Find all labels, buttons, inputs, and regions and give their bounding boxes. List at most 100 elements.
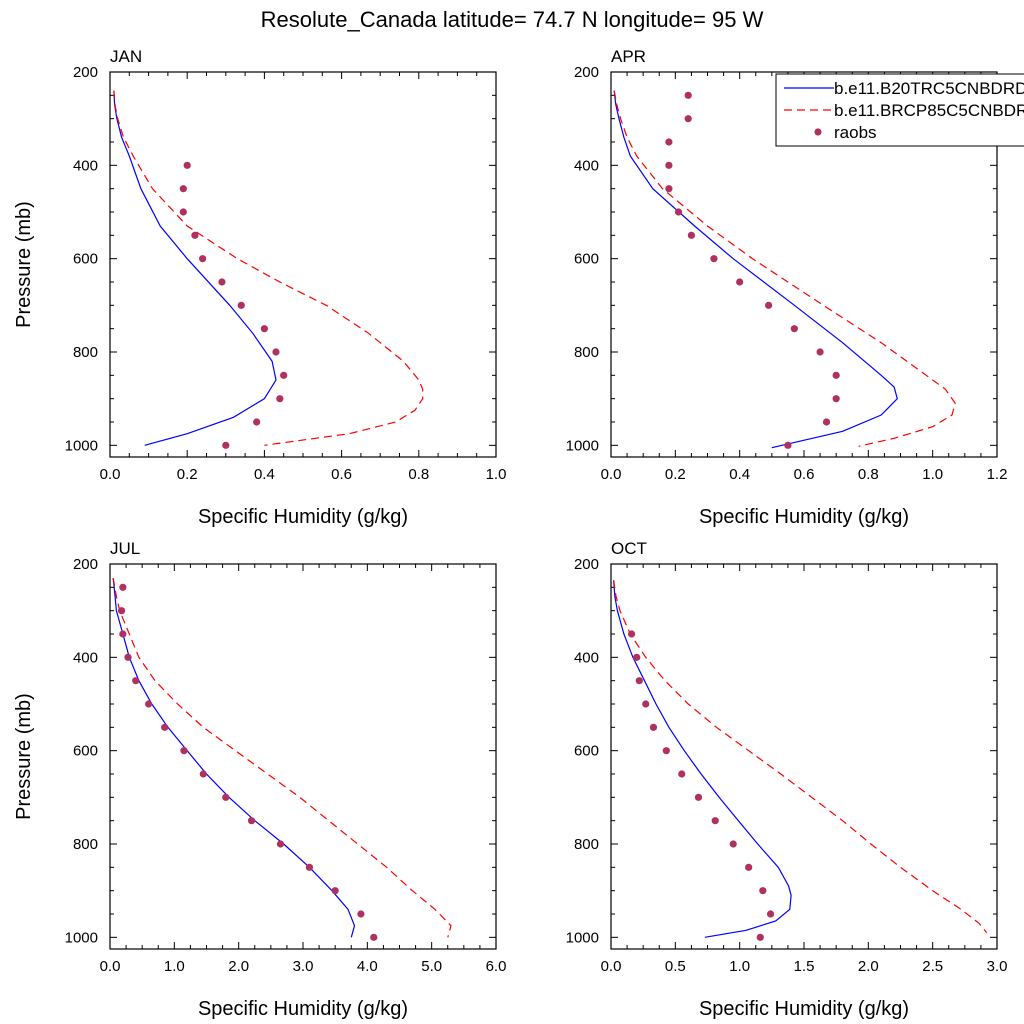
raobs-point (272, 348, 280, 356)
raobs-point (665, 138, 673, 146)
raobs-point (665, 185, 673, 193)
raobs-point (687, 231, 696, 239)
plot-frame (109, 563, 497, 950)
raobs-point (370, 933, 378, 941)
y-tick-label: 1000 (566, 437, 599, 454)
x-tick-label: 0.8 (858, 466, 879, 483)
y-tick-label: 200 (73, 556, 98, 573)
raobs-point (674, 208, 683, 216)
raobs-point (183, 161, 191, 169)
x-tick-label: 0.6 (331, 466, 352, 483)
panel-jul: JUL 0.0 1.0 2.0 3.0 4.0 5.0 6.0 200 400 600 800 1000… (13, 539, 506, 1020)
y-tick-label: 200 (73, 64, 98, 81)
y-tick-label: 600 (574, 743, 599, 760)
x-tick-label: 0.0 (601, 958, 622, 975)
x-tick-label: 0.2 (177, 466, 198, 483)
raobs-point (161, 723, 169, 731)
raobs-point (816, 348, 824, 356)
raobs-point (756, 933, 764, 941)
plot-frame (610, 563, 998, 950)
panel-title: APR (611, 47, 646, 66)
x-tick-label: 5.0 (421, 958, 442, 975)
raobs-point (649, 723, 658, 731)
raobs-point (633, 653, 641, 661)
raobs-point (124, 653, 132, 661)
x-tick-label: 1.5 (794, 958, 815, 975)
raobs-point (145, 700, 153, 708)
figure-title: Resolute_Canada latitude= 74.7 N longitu… (261, 7, 764, 32)
x-tick-label: 0.2 (665, 466, 686, 483)
raobs-point (635, 677, 643, 685)
y-tick-label: 800 (574, 344, 599, 361)
series-group (112, 577, 452, 941)
x-tick-label: 6.0 (486, 958, 507, 975)
x-tick-label: 0.5 (665, 958, 686, 975)
series-line-b20trc (613, 580, 792, 938)
y-tick-label: 1000 (65, 929, 98, 946)
raobs-point (784, 441, 792, 449)
series-line-brcp85 (112, 577, 452, 938)
raobs-point (218, 278, 226, 286)
x-axis-label: Specific Humidity (g/kg) (699, 506, 909, 528)
raobs-point (711, 817, 719, 825)
raobs-point (662, 747, 670, 755)
panel-oct: OCT 0.0 0.5 1.0 1.5 2.0 2.5 3.0 200 400 600 800 1000… (566, 539, 1008, 1020)
raobs-point (191, 231, 199, 239)
raobs-point (710, 255, 718, 263)
series-line-brcp85 (113, 90, 424, 446)
x-tick-label: 0.0 (100, 958, 121, 975)
raobs-point (832, 371, 840, 379)
x-tick-label: 0.0 (601, 466, 622, 483)
x-tick-label: 0.0 (100, 466, 121, 483)
y-tick-label: 400 (574, 157, 599, 174)
y-tick-label: 800 (574, 836, 599, 853)
raobs-point (199, 255, 207, 263)
y-tick-label: 200 (574, 64, 599, 81)
x-axis-label: Specific Humidity (g/kg) (699, 998, 909, 1020)
legend-label: b.e11.BRCP85C5CNBDRD (834, 101, 1024, 120)
legend-label: b.e11.B20TRC5CNBDRD (834, 79, 1024, 98)
legend: b.e11.B20TRC5CNBDRD b.e11.BRCP85C5CNBDRD r… (775, 73, 1024, 147)
panel-title: OCT (611, 539, 647, 558)
y-axis-label: Pressure (mb) (13, 693, 35, 820)
x-tick-label: 1.0 (729, 958, 750, 975)
raobs-point (276, 395, 284, 403)
x-tick-label: 0.6 (794, 466, 815, 483)
y-tick-label: 800 (73, 344, 98, 361)
raobs-point (119, 583, 127, 591)
raobs-point (280, 371, 288, 379)
raobs-point (357, 910, 365, 918)
panel-title: JUL (110, 539, 140, 558)
raobs-point (642, 700, 650, 708)
series-line-b20trc (112, 577, 356, 938)
chart-panels: JAN 0.0 0.2 0.4 0.6 0.8 1.0 200 400 600 800 1000 Spe… (13, 47, 1007, 1020)
x-tick-label: 2.0 (228, 958, 249, 975)
y-tick-label: 400 (574, 649, 599, 666)
raobs-point (180, 747, 188, 755)
raobs-point (684, 91, 692, 99)
x-tick-label: 0.4 (254, 466, 275, 483)
x-tick-label: 0.4 (729, 466, 750, 483)
raobs-point (247, 817, 256, 825)
x-tick-label: 3.0 (987, 958, 1008, 975)
y-axis-label: Pressure (mb) (13, 201, 35, 328)
raobs-point (736, 278, 744, 286)
x-tick-label: 1.0 (922, 466, 943, 483)
x-tick-label: 2.0 (858, 958, 879, 975)
x-tick-label: 1.0 (486, 466, 507, 483)
series-line-b20trc (113, 90, 277, 446)
raobs-point (331, 887, 339, 895)
raobs-point (627, 630, 636, 638)
x-tick-label: 4.0 (357, 958, 378, 975)
raobs-point (179, 185, 187, 193)
raobs-point (822, 418, 831, 426)
y-tick-label: 400 (73, 649, 98, 666)
raobs-point (119, 630, 127, 638)
series-group (613, 580, 988, 941)
raobs-point (745, 863, 753, 871)
y-tick-label: 200 (574, 556, 599, 573)
panel-title: JAN (110, 47, 142, 66)
raobs-point (759, 887, 767, 895)
panel-jan: JAN 0.0 0.2 0.4 0.6 0.8 1.0 200 400 600 800 1000 Spe… (13, 47, 506, 528)
raobs-point (765, 301, 773, 309)
